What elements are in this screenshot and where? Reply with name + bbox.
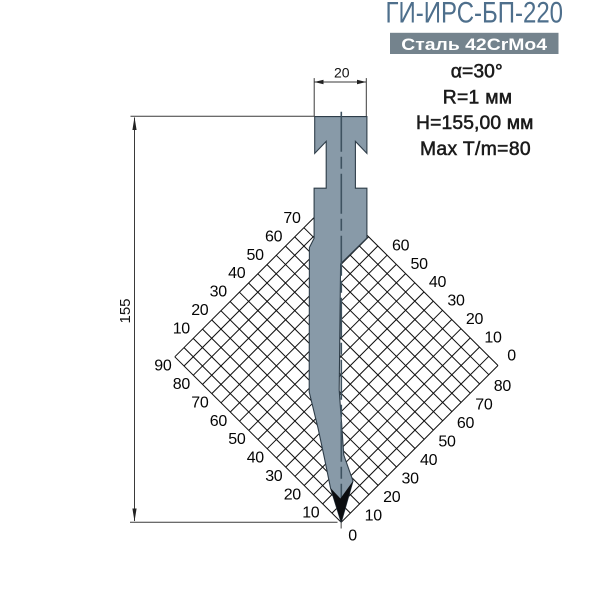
svg-text:60: 60 xyxy=(210,413,228,430)
svg-text:Сталь 42CrMo4: Сталь 42CrMo4 xyxy=(401,35,547,54)
svg-text:10: 10 xyxy=(302,505,320,522)
svg-text:20: 20 xyxy=(284,486,302,503)
svg-text:30: 30 xyxy=(401,471,419,488)
svg-text:30: 30 xyxy=(447,293,465,310)
svg-text:155: 155 xyxy=(117,298,134,323)
svg-text:0: 0 xyxy=(348,527,357,544)
svg-text:90: 90 xyxy=(154,358,172,375)
svg-text:10: 10 xyxy=(484,329,502,346)
svg-text:α=30°: α=30° xyxy=(451,62,503,83)
svg-text:ГИ-ИРС-БП-220: ГИ-ИРС-БП-220 xyxy=(386,0,564,30)
svg-text:40: 40 xyxy=(429,274,447,291)
svg-text:80: 80 xyxy=(494,378,512,395)
svg-text:60: 60 xyxy=(457,415,475,432)
svg-text:R=1 мм: R=1 мм xyxy=(443,88,512,109)
svg-text:20: 20 xyxy=(334,65,350,81)
svg-text:60: 60 xyxy=(392,237,410,254)
svg-text:40: 40 xyxy=(247,450,265,467)
svg-text:20: 20 xyxy=(466,311,484,328)
svg-text:30: 30 xyxy=(210,284,228,301)
svg-text:50: 50 xyxy=(438,434,456,451)
svg-text:60: 60 xyxy=(265,228,283,245)
svg-text:10: 10 xyxy=(365,507,383,524)
svg-text:40: 40 xyxy=(228,265,246,282)
svg-text:70: 70 xyxy=(191,394,209,411)
svg-text:80: 80 xyxy=(173,376,191,393)
svg-text:50: 50 xyxy=(228,431,246,448)
svg-text:20: 20 xyxy=(383,489,401,506)
svg-text:0: 0 xyxy=(507,348,516,365)
svg-text:Max T/m=80: Max T/m=80 xyxy=(420,139,531,160)
svg-text:40: 40 xyxy=(420,452,438,469)
svg-text:H=155,00 мм: H=155,00 мм xyxy=(416,113,533,134)
svg-text:70: 70 xyxy=(283,210,301,227)
svg-text:10: 10 xyxy=(173,321,191,338)
svg-text:70: 70 xyxy=(475,397,493,414)
svg-text:50: 50 xyxy=(246,247,264,264)
svg-text:20: 20 xyxy=(191,302,209,319)
svg-text:50: 50 xyxy=(410,256,428,273)
svg-text:30: 30 xyxy=(265,468,283,485)
